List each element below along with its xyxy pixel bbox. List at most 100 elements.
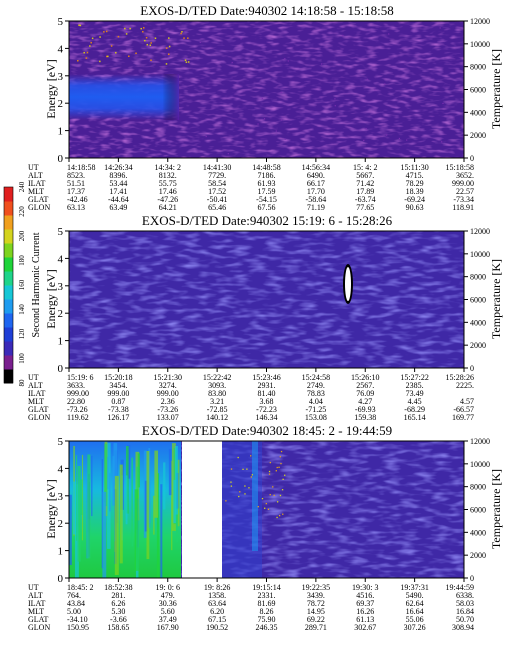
panel-3-streak <box>77 466 81 562</box>
panel-2-ephem-row-label: MLT <box>28 397 44 406</box>
panel-2-ephem-cell: 153.08 <box>305 413 327 422</box>
panel-1-speck <box>91 37 94 40</box>
panel-3-ephem-cell: 307.26 <box>404 623 426 632</box>
panel-2-ephem-cell: 76.09 <box>356 389 374 398</box>
panel-1-speck <box>77 59 79 62</box>
panel-3-speck <box>261 497 264 500</box>
panel-2-ephem-cell: 3633. <box>67 381 85 390</box>
panel-3-ephem-cell: 16.26 <box>356 607 374 616</box>
panel-1-ytick-label: 1 <box>58 126 64 138</box>
panel-2-ephemeris-table: UT 15:19: 6 15:20:18 15:21:30 15:22:42 15:23:… <box>28 373 474 422</box>
panel-3-ephem-cell: 6338. <box>456 591 474 600</box>
panel-3-speck <box>238 495 240 498</box>
panel-3-speck <box>282 478 284 480</box>
panel-3-speck <box>237 456 239 459</box>
panel-2-ytick-right-label: 10000 <box>470 250 490 259</box>
panel-3-ephem-cell: 58.03 <box>456 599 474 608</box>
panel-2-ylabel-right: Temperature [K] <box>489 259 503 339</box>
panel-3-xticks <box>68 578 465 582</box>
panel-3-ephem-cell: 3439. <box>307 591 325 600</box>
panel-1-ephem-cell: -47.26 <box>157 195 178 204</box>
panel-2-ephem-cell: 15:20:18 <box>104 373 132 382</box>
panel-1-speck <box>287 60 289 62</box>
panel-3-ephem-cell: 764. <box>67 591 81 600</box>
panel-3-ephem-cell: 6.26 <box>111 599 125 608</box>
panel-3-streak <box>131 457 133 547</box>
panel-1-ephem-cell: 65.46 <box>208 203 226 212</box>
panel-3-speck <box>272 486 274 488</box>
panel-2-ephem-cell: -68.29 <box>404 405 425 414</box>
panel-3-ephem-cell: 4516. <box>356 591 374 600</box>
panel-1-ephem-row-label: ILAT <box>28 179 45 188</box>
panel-1-speck <box>227 153 229 155</box>
panel-3-speck <box>250 476 252 478</box>
panel-3-streak <box>173 479 176 524</box>
panel-1-speck <box>145 37 148 39</box>
panel-2-ephem-cell: 2225. <box>456 381 474 390</box>
panel-2-ephem-cell: 3274. <box>159 381 177 390</box>
colorbar-tick-label: 180 <box>18 255 26 266</box>
panel-1-ephemeris-table: UT 14:18:58 14:26:34 14:34: 2 14:41:30 14:48:… <box>28 163 474 212</box>
panel-3-ephem-cell: 43.84 <box>67 599 85 608</box>
panel-2-ephem-cell: 4.04 <box>309 397 323 406</box>
panel-2-ephem-cell: 22.80 <box>67 397 85 406</box>
panel-3-streak <box>163 462 166 510</box>
panel-3-speck <box>230 481 232 483</box>
panel-1-speck <box>439 27 441 29</box>
panel-2-noise-texture <box>69 231 464 368</box>
panel-1-ephem-cell: 63.49 <box>109 203 127 212</box>
panel-3-speck <box>267 508 270 510</box>
panel-1-ephem-cell: 78.29 <box>406 179 424 188</box>
panel-1-speck <box>135 52 137 55</box>
panel-1-ephem-cell: 15: 4: 2 <box>353 163 377 172</box>
colorbar-tick-label: 100 <box>18 353 26 364</box>
panel-2-ephem-cell: -66.57 <box>453 405 474 414</box>
panel-3-speck <box>279 456 281 458</box>
panel-1-ephem-cell: 7186. <box>258 171 276 180</box>
colorbar-segment <box>4 257 13 272</box>
panel-2-ephem-row-label: GLAT <box>28 405 49 414</box>
panel-2-ephem-row-label: UT <box>28 373 39 382</box>
panel-1-ytick-right-label: 8000 <box>470 63 486 72</box>
panel-1-yticks: 0 1 2 3 4 5 <box>58 16 69 165</box>
panel-3-ephem-cell: 19:22:35 <box>302 583 330 592</box>
panel-1-speck <box>187 37 189 39</box>
panel-1-speck <box>374 89 376 91</box>
panel-1-speck <box>110 45 113 47</box>
panel-1-speck <box>363 139 365 142</box>
panel-3-ephem-cell: 19:30: 3 <box>352 583 378 592</box>
colorbar-tick-label: 240 <box>18 181 26 192</box>
panel-3-ephem-cell: 67.15 <box>208 615 226 624</box>
panel-1-speck <box>275 130 277 132</box>
panel-2-ephem-cell: 126.17 <box>107 413 129 422</box>
panel-1-ytick-right-label: 4000 <box>470 108 486 117</box>
panel-3-streak <box>76 455 78 541</box>
panel-3-speck <box>269 461 271 464</box>
panel-2-ephem-cell: 169.77 <box>452 413 474 422</box>
panel-2-ephem-cell: 3454. <box>109 381 127 390</box>
panel-2-ephem-cell: 15:21:30 <box>154 373 182 382</box>
panel-2-ephem-cell: 999.00 <box>157 389 179 398</box>
panel-3-speck <box>280 450 283 453</box>
panel-1-speck <box>79 24 82 27</box>
panel-3-ephem-cell: 2331. <box>258 591 276 600</box>
colorbar-ticks: 80 100 120 140 160 180 200 220 240 <box>18 181 26 386</box>
panel-1-ephem-row-label: UT <box>28 163 39 172</box>
panel-3-ephem-row-label: ILAT <box>28 599 45 608</box>
colorbar-label: Second Harmonic Current <box>31 232 42 337</box>
panel-3-ephem-cell: 62.64 <box>406 599 424 608</box>
panel-2-ephem-cell: 15:23:46 <box>252 373 280 382</box>
panel-1-ephem-cell: 14:56:34 <box>302 163 330 172</box>
panel-3-streak <box>80 479 83 515</box>
panel-3-speck <box>275 470 277 472</box>
panel-2-ephem-cell: 2749. <box>307 381 325 390</box>
panel-1-speck <box>140 27 142 30</box>
panel-2-ytick-label: 2 <box>58 308 64 320</box>
panel-3-speck <box>276 501 279 503</box>
panel-3-ephem-cell: 190.52 <box>206 623 228 632</box>
panel-1-ephem-cell: -73.34 <box>453 195 474 204</box>
panel-3-streak <box>104 443 108 507</box>
panel-1-ytick-label: 5 <box>58 16 64 28</box>
panel-1-ephem-cell: -50.41 <box>207 195 228 204</box>
panel-1-speck <box>129 27 131 30</box>
